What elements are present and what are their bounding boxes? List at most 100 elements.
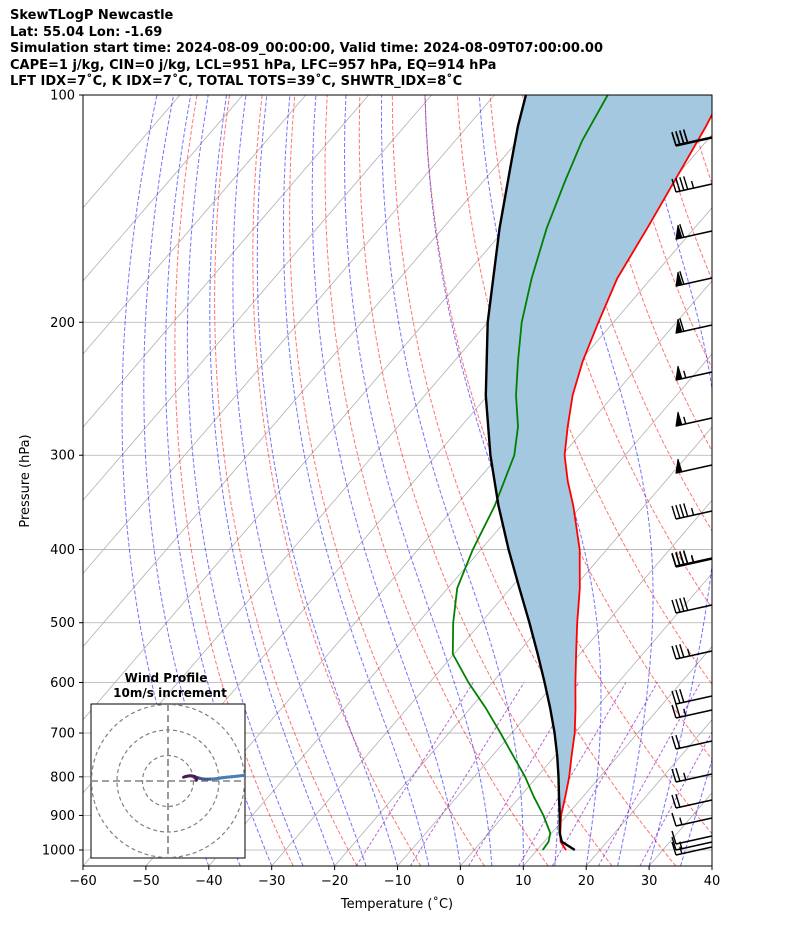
wind-barb-flag: [679, 177, 685, 191]
wind-barb: [671, 689, 713, 705]
hodograph-plot: [91, 704, 245, 858]
wind-barb-flag: [671, 690, 677, 705]
wind-barb-half-flag: [686, 648, 691, 657]
x-tick-label: −20: [321, 874, 348, 889]
isotherm-line: [83, 95, 495, 575]
wind-barb-flag: [671, 552, 677, 567]
isotherm-line: [648, 792, 712, 866]
wind-barb-flag: [675, 644, 681, 659]
y-tick-label: 800: [50, 770, 75, 785]
isotherm-line: [397, 499, 712, 866]
wind-barb-pennant: [675, 271, 683, 287]
wind-barb-pennant: [675, 224, 683, 240]
y-tick-label: 300: [50, 449, 75, 464]
isotherm-line: [83, 95, 244, 282]
mixing-ratio-line: [597, 682, 701, 866]
moist-adiabat-line: [680, 758, 712, 866]
dry-adiabat-line: [391, 95, 677, 866]
wind-barb-shaft: [675, 799, 713, 809]
x-tick-label: 10: [515, 874, 532, 889]
hodograph-subtitle: 10m/s increment: [113, 686, 227, 700]
wind-barb-flag: [679, 551, 685, 565]
wind-barb-flag: [675, 598, 681, 613]
wind-barb: [675, 271, 713, 287]
y-tick-label: 700: [50, 727, 75, 742]
wind-barb-shaft: [675, 137, 713, 147]
mixing-ratio-line: [639, 731, 712, 866]
wind-barb-flag: [675, 504, 681, 519]
wind-barbs: [671, 129, 713, 856]
wind-barb: [671, 841, 713, 856]
wind-barb: [671, 767, 713, 783]
wind-barb-flag: [675, 177, 681, 192]
dry-adiabat-line: [751, 95, 794, 866]
wind-barb-pennant: [675, 458, 683, 474]
wind-barb-flag: [679, 130, 685, 144]
x-tick-label: 0: [456, 874, 464, 889]
wind-barb-shaft: [675, 604, 713, 614]
moist-adiabat-line: [232, 95, 367, 866]
wind-barb: [671, 644, 713, 660]
wind-barb: [671, 176, 713, 193]
wind-barb: [675, 318, 713, 334]
wind-barb-shaft: [675, 709, 713, 719]
wind-barb-flag: [671, 645, 677, 660]
isotherm-line: [271, 353, 712, 866]
wind-barb-flag: [683, 503, 689, 517]
wind-barb-flag: [683, 550, 689, 564]
wind-barb-shaft: [675, 650, 713, 660]
wind-barb-flag: [675, 551, 681, 566]
wind-barb: [671, 793, 713, 809]
wind-barb-shaft: [675, 846, 713, 856]
y-tick-label: 400: [50, 543, 75, 558]
wind-barb-flag: [679, 689, 685, 703]
wind-barb: [675, 458, 713, 474]
x-tick-label: −30: [258, 874, 285, 889]
wind-barb-half-flag: [683, 772, 687, 781]
wind-barb-half-flag: [690, 507, 695, 516]
mixing-ratio-line: [355, 682, 474, 866]
x-tick-label: 30: [641, 874, 658, 889]
wind-barb-half-flag: [679, 846, 683, 854]
moist-adiabat-line: [256, 95, 398, 866]
x-tick-label: −60: [69, 874, 96, 889]
moist-adiabat-line: [282, 95, 430, 866]
wind-barb-flag: [671, 178, 677, 193]
wind-barb-shaft: [675, 558, 713, 568]
y-tick-label: 100: [50, 89, 75, 104]
isotherm-line: [83, 95, 432, 501]
isotherm-line: [711, 865, 712, 866]
wind-barb-flag: [675, 703, 681, 718]
moist-adiabat-line: [343, 95, 493, 866]
wind-barb: [675, 365, 713, 381]
moist-adiabat-line: [164, 95, 273, 866]
wind-barb-shaft: [675, 740, 713, 750]
cape-shading: [485, 95, 712, 834]
moist-adiabat-line: [380, 95, 524, 866]
station-title: SkewTLogP Newcastle: [10, 8, 174, 23]
wind-barb-flag: [671, 830, 677, 845]
dewpoint-line: [451, 95, 609, 851]
wind-barb-flag: [675, 689, 681, 704]
wind-barb-flag: [671, 599, 677, 614]
wind-barb-flag: [679, 644, 685, 658]
isotherm-line: [145, 207, 712, 866]
dry-adiabat-line: [174, 95, 294, 866]
wind-barb: [671, 703, 713, 719]
wind-barb-shaft: [675, 510, 713, 520]
station-coordinates: Lat: 55.04 Lon: -1.69: [10, 24, 163, 40]
wind-barb-flag: [671, 794, 677, 809]
wind-barb-pennant: [675, 411, 683, 427]
wind-barb-half-flag: [679, 817, 683, 825]
wind-barb: [671, 812, 713, 827]
wind-barb: [671, 503, 713, 520]
wind-barb-flag: [683, 597, 689, 611]
wind-barb: [671, 597, 713, 614]
wind-barb-half-flag: [683, 708, 687, 717]
wind-barb-flag: [671, 735, 677, 750]
dry-adiabat-line: [652, 95, 712, 281]
moist-adiabat-line: [311, 95, 461, 866]
convective-parameters: CAPE=1 j/kg, CIN=0 j/kg, LCL=951 hPa, LF…: [10, 57, 497, 73]
x-axis-ticks: −60 −50 −40 −30 −20 −10 0 10 20 30 40: [69, 866, 720, 889]
